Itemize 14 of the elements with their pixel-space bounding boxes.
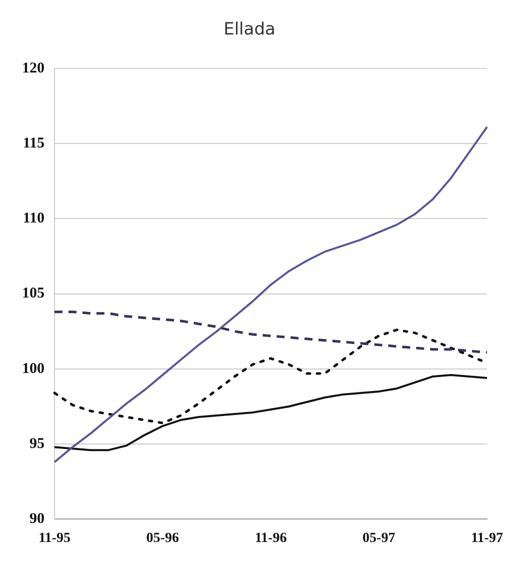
y-tick-label: 95 bbox=[30, 436, 44, 452]
x-tick-label: 11-97 bbox=[471, 531, 503, 546]
chart-title: Ellada bbox=[224, 20, 276, 40]
x-tick-label: 11-96 bbox=[254, 531, 287, 546]
x-tick-label: 05-96 bbox=[146, 531, 179, 546]
y-tick-label: 105 bbox=[22, 286, 44, 302]
x-tick-label: 11-95 bbox=[38, 531, 70, 546]
x-tick-label: 05-97 bbox=[362, 531, 396, 546]
y-tick-label: 110 bbox=[22, 210, 44, 227]
y-tick-label: 100 bbox=[22, 360, 44, 377]
line-series bbox=[53, 310, 488, 354]
y-tick-label: 115 bbox=[22, 135, 44, 152]
y-tick-label: 90 bbox=[30, 511, 44, 528]
y-tick-label: 120 bbox=[22, 60, 44, 76]
